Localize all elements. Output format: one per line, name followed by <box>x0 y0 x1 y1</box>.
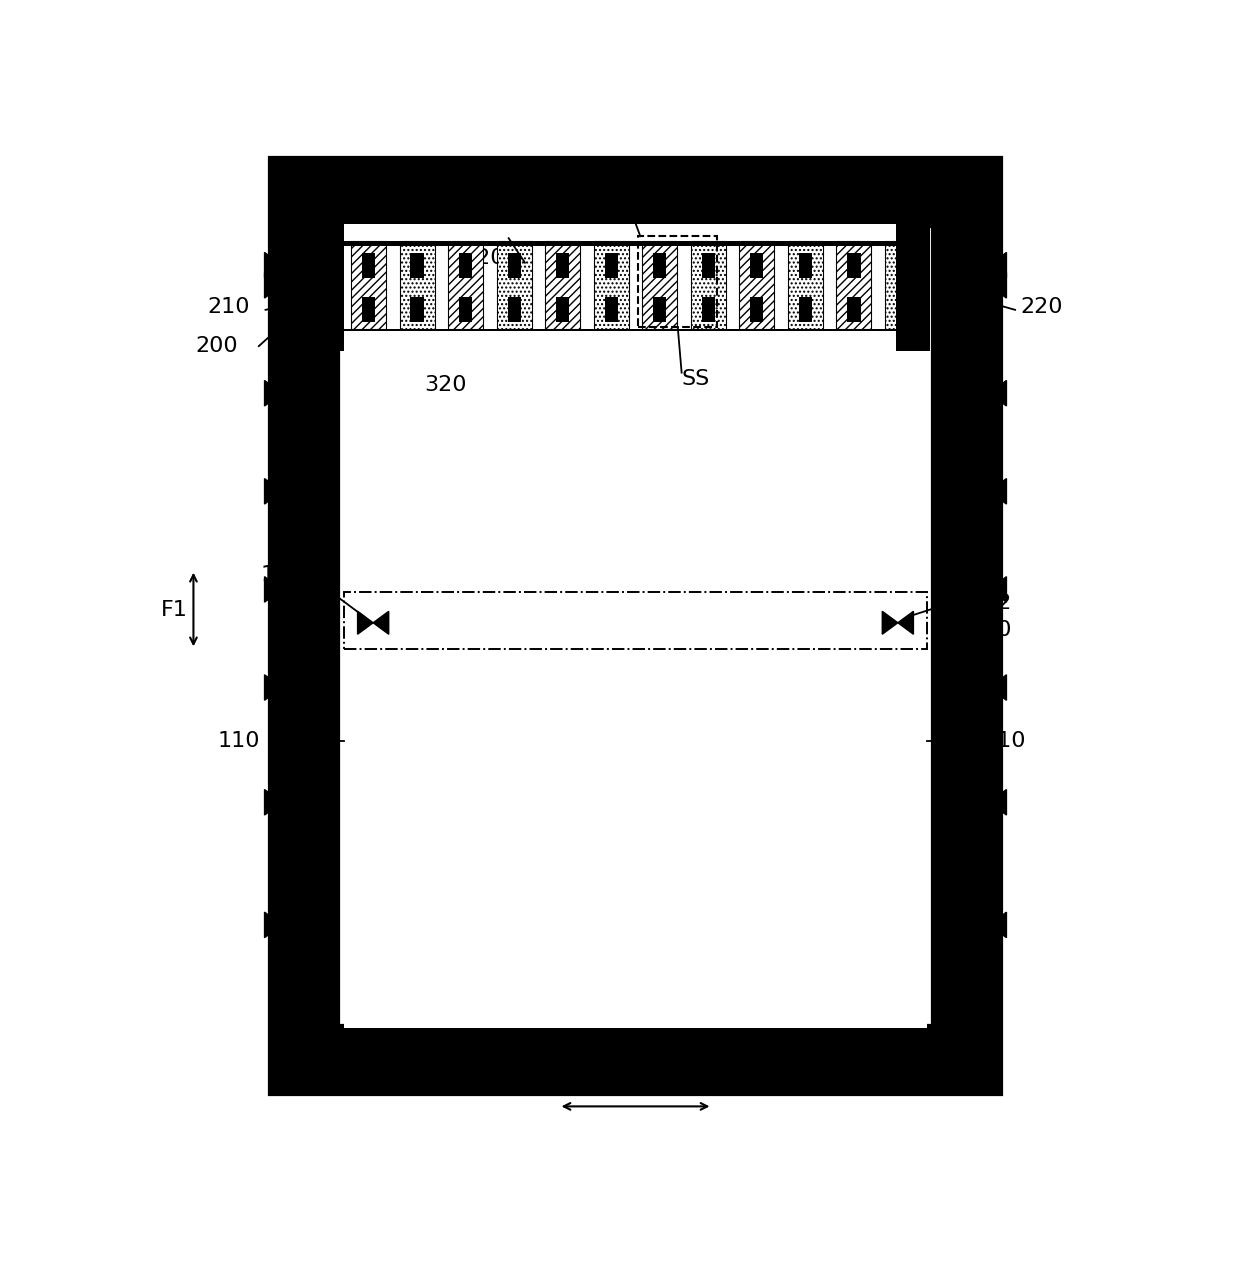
Bar <box>799 297 812 322</box>
Bar <box>459 254 472 278</box>
Text: 120: 120 <box>970 619 1012 640</box>
Polygon shape <box>281 675 299 701</box>
Bar <box>639 236 717 326</box>
Bar <box>653 254 666 278</box>
Text: 110: 110 <box>217 731 260 752</box>
Bar <box>642 241 677 329</box>
Polygon shape <box>357 612 373 634</box>
Polygon shape <box>264 675 281 701</box>
Polygon shape <box>281 273 299 298</box>
Polygon shape <box>264 577 281 603</box>
Polygon shape <box>990 381 1007 406</box>
Bar <box>653 297 666 322</box>
Polygon shape <box>972 912 990 938</box>
Bar <box>304 192 967 1060</box>
Bar <box>345 223 926 1028</box>
Polygon shape <box>281 577 299 603</box>
Polygon shape <box>316 269 327 301</box>
Text: 110: 110 <box>983 731 1025 752</box>
Bar <box>448 241 484 329</box>
Polygon shape <box>327 269 339 301</box>
Text: 420: 420 <box>463 248 505 268</box>
Text: 122: 122 <box>970 594 1012 613</box>
Polygon shape <box>990 577 1007 603</box>
Polygon shape <box>972 790 990 815</box>
Bar <box>594 241 629 329</box>
Polygon shape <box>972 273 990 298</box>
Bar <box>351 241 386 329</box>
Polygon shape <box>972 381 990 406</box>
Bar <box>605 254 618 278</box>
Polygon shape <box>990 273 1007 298</box>
Text: 220: 220 <box>1019 297 1063 317</box>
Bar <box>362 297 376 322</box>
Polygon shape <box>913 269 924 301</box>
Polygon shape <box>373 612 388 634</box>
Bar <box>847 254 861 278</box>
Polygon shape <box>264 790 281 815</box>
Polygon shape <box>264 273 281 298</box>
Polygon shape <box>264 381 281 406</box>
Text: F1: F1 <box>161 600 187 619</box>
Bar <box>410 254 424 278</box>
Polygon shape <box>281 252 299 278</box>
Polygon shape <box>972 577 990 603</box>
Text: 100: 100 <box>650 181 692 201</box>
Bar <box>739 241 774 329</box>
Polygon shape <box>990 675 1007 701</box>
Bar <box>605 297 618 322</box>
Bar <box>556 297 569 322</box>
Bar <box>691 241 725 329</box>
Bar <box>750 297 764 322</box>
Text: F2: F2 <box>622 1077 649 1097</box>
Bar <box>345 592 926 650</box>
Bar <box>837 241 872 329</box>
Bar <box>345 329 926 331</box>
Bar <box>345 238 926 331</box>
Text: 200: 200 <box>196 336 238 357</box>
Bar <box>556 254 569 278</box>
Polygon shape <box>281 790 299 815</box>
Polygon shape <box>990 479 1007 505</box>
Polygon shape <box>281 912 299 938</box>
Bar <box>362 254 376 278</box>
Bar <box>507 254 521 278</box>
Bar <box>507 297 521 322</box>
Bar <box>897 219 930 352</box>
Polygon shape <box>972 479 990 505</box>
Polygon shape <box>883 612 898 634</box>
Bar <box>497 241 532 329</box>
Text: 121: 121 <box>260 564 303 585</box>
Bar <box>702 297 715 322</box>
Text: 210: 210 <box>208 297 250 317</box>
Bar <box>546 241 580 329</box>
Polygon shape <box>898 612 914 634</box>
Polygon shape <box>972 252 990 278</box>
Text: SS: SS <box>682 369 709 390</box>
Bar <box>895 254 909 278</box>
Polygon shape <box>264 252 281 278</box>
Polygon shape <box>990 790 1007 815</box>
Bar <box>345 241 926 246</box>
Polygon shape <box>264 479 281 505</box>
Bar <box>310 219 345 352</box>
Bar <box>702 254 715 278</box>
Polygon shape <box>901 269 913 301</box>
Bar <box>399 241 434 329</box>
Bar <box>895 297 909 322</box>
Bar <box>885 241 920 329</box>
Bar <box>410 297 424 322</box>
Bar <box>799 254 812 278</box>
Text: 320: 320 <box>424 376 466 395</box>
Polygon shape <box>990 912 1007 938</box>
Polygon shape <box>281 381 299 406</box>
Polygon shape <box>281 479 299 505</box>
Bar <box>459 297 472 322</box>
Polygon shape <box>972 675 990 701</box>
Bar <box>750 254 764 278</box>
Bar <box>847 297 861 322</box>
Polygon shape <box>990 252 1007 278</box>
Polygon shape <box>264 912 281 938</box>
Bar <box>787 241 823 329</box>
